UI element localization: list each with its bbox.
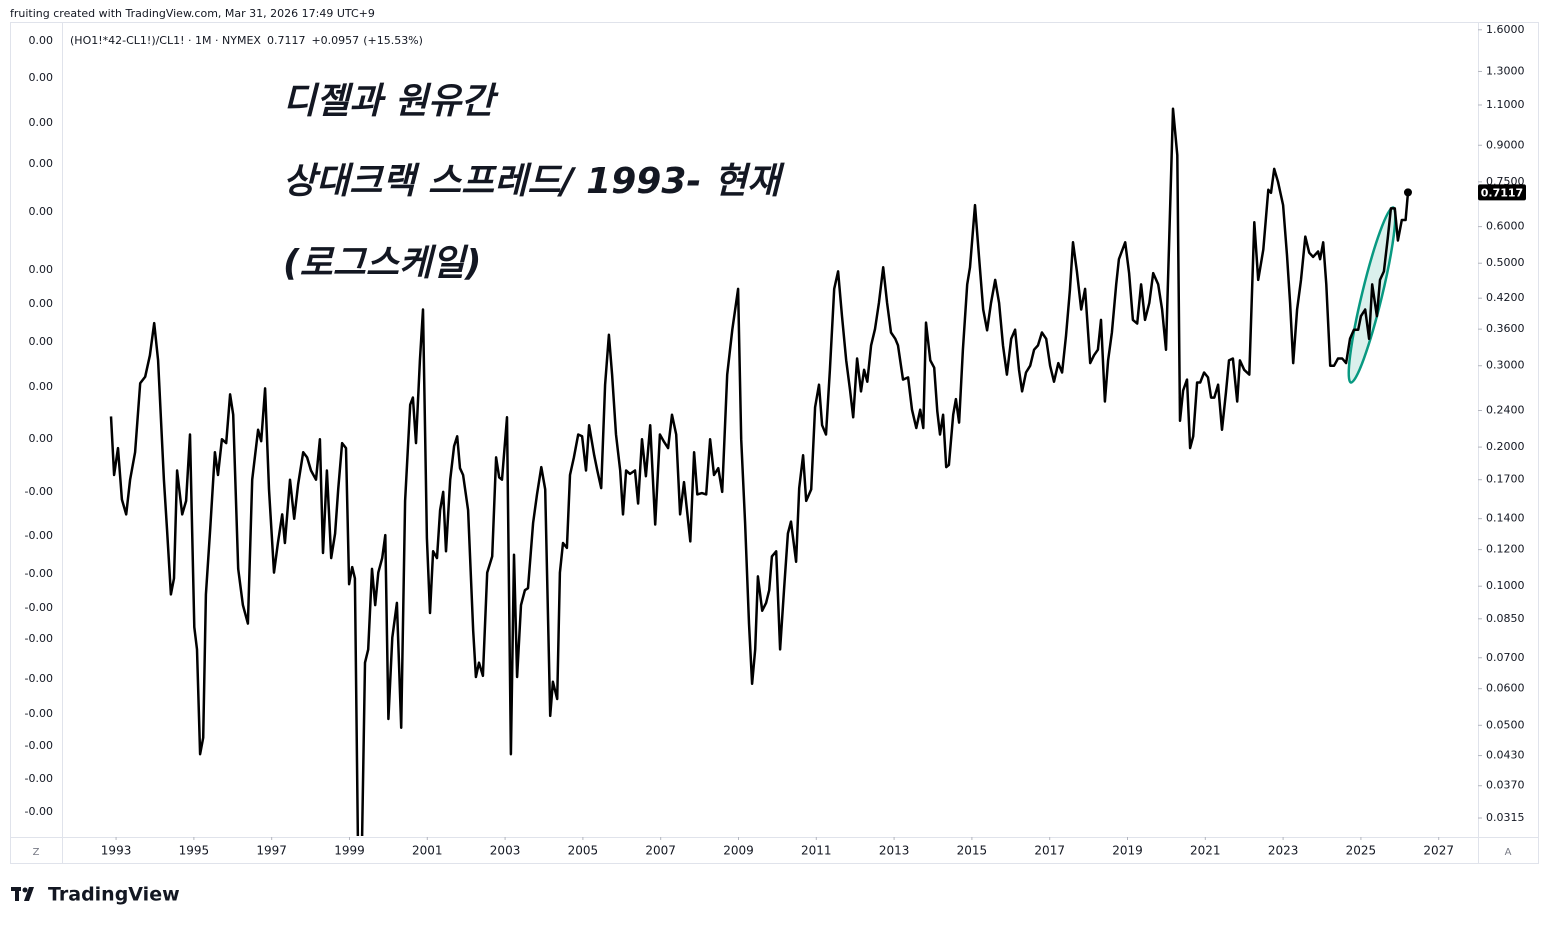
y-tick-label: 0.1700 (1486, 473, 1525, 486)
x-tick-label: 2001 (412, 844, 443, 858)
y-tick-label: 1.3000 (1486, 64, 1525, 77)
x-tick-label: 2007 (645, 844, 676, 858)
x-tick-label: 2003 (490, 844, 521, 858)
y-tick-label: 0.2000 (1486, 440, 1525, 453)
x-tick-label: 2015 (957, 844, 988, 858)
y-tick-label: 0.0700 (1486, 651, 1525, 664)
logo-mark (11, 887, 34, 901)
price-badge-label: 0.7117 (1481, 186, 1523, 199)
legend: (HO1!*42-CL1!)/CL1! · 1M · NYMEX 0.7117 +0… (70, 34, 423, 47)
symbol: (HO1!*42-CL1!)/CL1! (70, 34, 185, 47)
left-axis-label: 0.00 (29, 380, 54, 393)
left-axis-label: 0.00 (29, 116, 54, 129)
x-tick-label: 1993 (101, 844, 132, 858)
left-axis-label: -0.00 (25, 805, 53, 818)
x-tick-label: 2017 (1034, 844, 1065, 858)
left-axis-label: 0.00 (29, 34, 54, 47)
interval: 1M (195, 34, 212, 47)
y-tick-label: 0.0315 (1486, 811, 1525, 824)
left-axis-label: -0.00 (25, 485, 53, 498)
scale-button[interactable]: Z (33, 847, 40, 858)
y-tick-label: 0.2400 (1486, 404, 1525, 417)
left-axis-label: 0.00 (29, 157, 54, 170)
watermark: fruiting created with TradingView.com, M… (10, 7, 375, 20)
plot-area (109, 107, 1410, 836)
left-axis-label: 0.00 (29, 71, 54, 84)
y-tick-label: 0.6000 (1486, 220, 1525, 233)
x-tick-label: 2011 (801, 844, 832, 858)
y-tick-label: 0.0370 (1486, 779, 1525, 792)
x-tick-label: 2019 (1112, 844, 1143, 858)
left-axis-label: 0.00 (29, 297, 54, 310)
y-tick-label: 0.0600 (1486, 682, 1525, 695)
y-tick-label: 0.0850 (1486, 612, 1525, 625)
x-tick-label: 2021 (1190, 844, 1221, 858)
x-tick-label: 2023 (1268, 844, 1299, 858)
price-badge (1478, 184, 1526, 201)
left-axis-label: 0.00 (29, 205, 54, 218)
left-axis-label: -0.00 (25, 672, 53, 685)
y-tick-label: 0.3600 (1486, 322, 1525, 335)
brand: TradingView (48, 884, 180, 906)
left-axis-label: -0.00 (25, 632, 53, 645)
series-line (109, 107, 1410, 836)
left-axis-label: 0.00 (29, 335, 54, 348)
y-tick-label: 0.9000 (1486, 138, 1525, 151)
left-axis-label: -0.00 (25, 567, 53, 580)
y-tick-label: 0.4200 (1486, 291, 1525, 304)
left-axis-label: -0.00 (25, 739, 53, 752)
y-tick-label: 1.1000 (1486, 98, 1525, 111)
x-tick-label: 2025 (1346, 844, 1377, 858)
y-tick-label: 0.5000 (1486, 256, 1525, 269)
x-tick-label: 2027 (1423, 844, 1454, 858)
y-tick-label: 0.0430 (1486, 749, 1525, 762)
x-tick-label: 1995 (179, 844, 210, 858)
left-axis-label: -0.00 (25, 529, 53, 542)
change-pct: (+15.53%) (363, 34, 423, 47)
exchange: NYMEX (222, 34, 261, 47)
x-tick-label: 2009 (723, 844, 754, 858)
y-tick-label: 0.1400 (1486, 512, 1525, 525)
title-line: 상대크랙 스프레드/ 1993- 현재 (283, 161, 785, 202)
last-point (1403, 188, 1412, 197)
y-tick-label: 0.1200 (1486, 543, 1525, 556)
left-axis-label: -0.00 (25, 772, 53, 785)
last-price: 0.7117 (267, 34, 306, 47)
change: +0.0957 (311, 34, 359, 47)
y-tick-label: 0.0500 (1486, 718, 1525, 731)
y-tick-label: 1.6000 (1486, 23, 1525, 36)
frame (10, 22, 1539, 864)
title-line: 디젤과 원유간 (283, 81, 499, 122)
title-line: (로그스케일) (283, 243, 482, 284)
left-axis-label: -0.00 (25, 601, 53, 614)
x-tick-label: 2005 (568, 844, 599, 858)
y-tick-label: 0.3000 (1486, 359, 1525, 372)
y-tick-label: 0.1000 (1486, 579, 1525, 592)
left-axis-label: 0.00 (29, 263, 54, 276)
scale-button[interactable]: A (1505, 847, 1512, 858)
x-tick-label: 1997 (256, 844, 287, 858)
x-tick-label: 1999 (334, 844, 365, 858)
left-axis-label: -0.00 (25, 707, 53, 720)
x-tick-label: 2013 (879, 844, 910, 858)
left-axis-label: 0.00 (29, 432, 54, 445)
